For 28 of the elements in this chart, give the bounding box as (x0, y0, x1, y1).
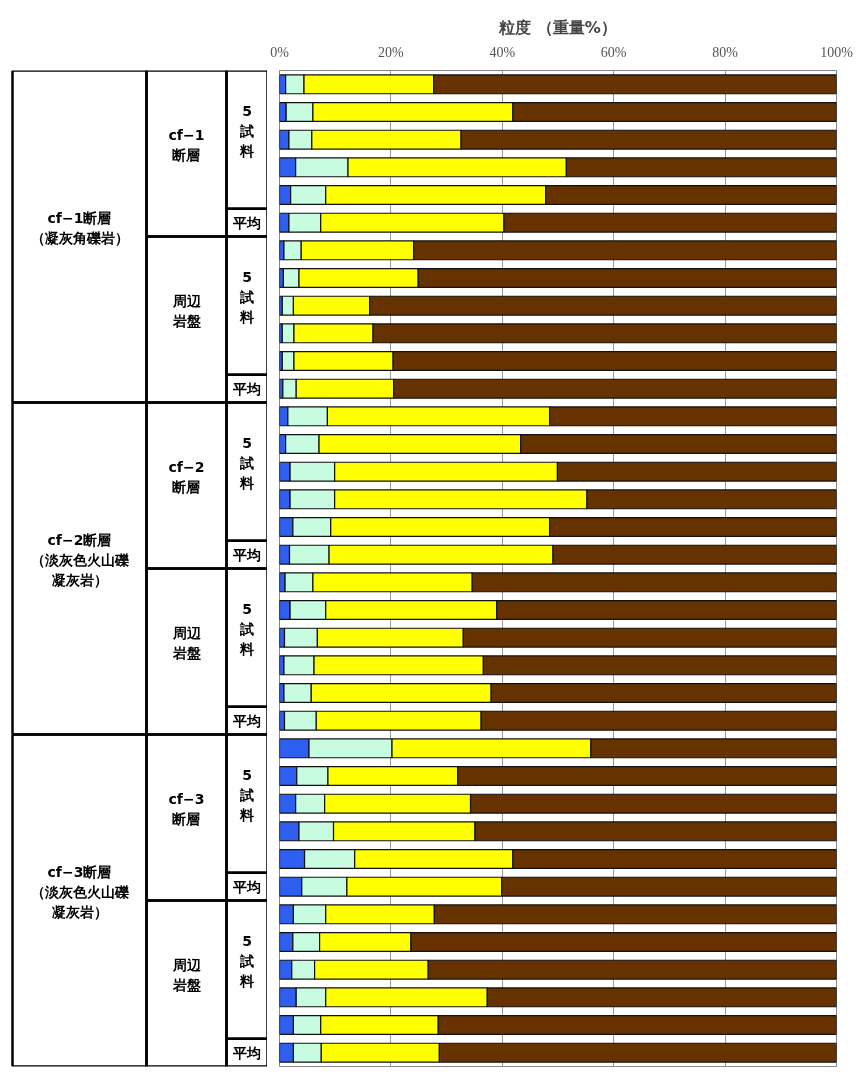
chart-title: 粒度 （重量%） (498, 17, 617, 37)
x-tick-label: 20% (378, 44, 405, 60)
y-tick-label: 平均 (232, 878, 261, 895)
y-tick-label: 平均 (232, 380, 261, 397)
text: 5試料 (239, 601, 254, 658)
text: 5試料 (239, 933, 254, 990)
text: 周辺岩盤 (171, 625, 202, 662)
text: 周辺岩盤 (171, 957, 202, 994)
text: cf−2断層（淡灰色火山礫凝灰岩） (30, 532, 130, 589)
text: cf−3断層 (168, 791, 205, 828)
x-tick-label: 60% (600, 44, 627, 60)
text: cf−2断層 (168, 459, 205, 496)
text: 5試料 (239, 269, 254, 326)
y-tick-label: 平均 (232, 546, 261, 563)
text: 5試料 (239, 767, 254, 824)
text: 周辺岩盤 (171, 293, 202, 330)
text: cf−1断層（凝灰角礫岩） (30, 210, 129, 247)
x-tick-label: 100% (820, 44, 854, 60)
text: 5試料 (239, 103, 254, 160)
x-tick-label: 40% (489, 44, 516, 60)
x-tick-label: 80% (712, 44, 739, 60)
text: cf−3断層（淡灰色火山礫凝灰岩） (30, 864, 130, 921)
text: cf−1断層 (168, 127, 205, 164)
x-tick-label: 0% (270, 44, 290, 60)
y-tick-label: 平均 (232, 712, 261, 729)
y-tick-label: 平均 (232, 214, 261, 231)
y-tick-label: 平均 (232, 1044, 261, 1061)
text: 5試料 (239, 435, 254, 492)
